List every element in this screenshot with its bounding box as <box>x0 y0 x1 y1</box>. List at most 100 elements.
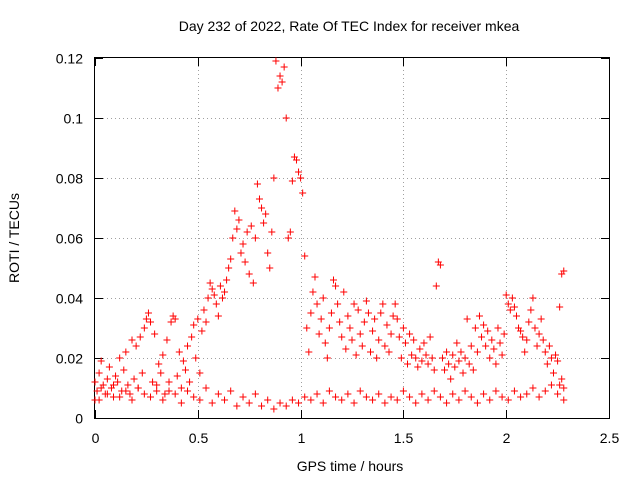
y-tick-label: 0.1 <box>64 111 84 127</box>
data-point <box>391 300 399 308</box>
y-tick-label: 0.04 <box>56 291 83 307</box>
data-point <box>519 333 527 341</box>
data-point <box>418 390 426 398</box>
data-point <box>218 294 226 302</box>
data-point <box>552 351 560 359</box>
data-point <box>360 318 368 326</box>
data-point <box>364 309 372 317</box>
data-point <box>560 396 568 404</box>
data-point <box>475 312 483 320</box>
data-point <box>173 372 181 380</box>
data-point <box>449 351 457 359</box>
data-point <box>91 378 99 386</box>
data-point <box>233 402 241 410</box>
data-point <box>492 387 500 395</box>
gridlines <box>95 58 609 418</box>
data-point <box>473 399 481 407</box>
data-point <box>208 399 216 407</box>
data-point <box>443 348 451 356</box>
data-point <box>362 393 370 401</box>
data-point <box>373 354 381 362</box>
data-point <box>278 78 286 86</box>
data-point <box>268 228 276 236</box>
data-point <box>424 360 432 368</box>
data-point <box>110 381 118 389</box>
data-point <box>486 396 494 404</box>
data-point <box>342 345 350 353</box>
data-point <box>264 249 272 257</box>
data-point <box>93 387 101 395</box>
data-point <box>188 333 196 341</box>
data-point <box>307 309 315 317</box>
data-point <box>239 240 247 248</box>
data-point <box>371 315 379 323</box>
data-point <box>377 309 385 317</box>
data-point <box>484 327 492 335</box>
data-point <box>210 291 218 299</box>
data-point <box>235 216 243 224</box>
data-point <box>245 270 253 278</box>
data-point <box>105 363 113 371</box>
data-point <box>412 399 420 407</box>
data-point <box>214 312 222 320</box>
data-point <box>416 345 424 353</box>
data-point <box>375 390 383 398</box>
data-point <box>340 288 348 296</box>
data-point <box>237 249 245 257</box>
data-point <box>537 315 545 323</box>
data-point <box>356 330 364 338</box>
data-point <box>344 312 352 320</box>
data-point <box>558 375 566 383</box>
data-point <box>393 396 401 404</box>
data-point <box>408 351 416 359</box>
data-point <box>103 390 111 398</box>
data-point <box>282 114 290 122</box>
data-point <box>412 354 420 362</box>
data-point <box>221 288 229 296</box>
data-point <box>480 390 488 398</box>
data-point <box>239 393 247 401</box>
data-point <box>531 324 539 332</box>
data-point <box>504 300 512 308</box>
data-point <box>309 288 317 296</box>
data-point <box>560 384 568 392</box>
data-point <box>147 393 155 401</box>
data-point <box>231 207 239 215</box>
data-point <box>418 357 426 365</box>
data-point <box>449 390 457 398</box>
data-point <box>95 369 103 377</box>
data-point <box>395 333 403 341</box>
data-point <box>424 396 432 404</box>
data-point <box>295 168 303 176</box>
data-point <box>430 387 438 395</box>
data-point <box>204 294 212 302</box>
data-point <box>97 357 105 365</box>
data-point <box>284 234 292 242</box>
data-point <box>547 354 555 362</box>
data-point <box>327 309 335 317</box>
data-point <box>315 330 323 338</box>
data-point <box>461 387 469 395</box>
data-point <box>142 315 150 323</box>
x-tick-label: 1.5 <box>394 430 414 446</box>
data-point <box>496 339 504 347</box>
data-point <box>295 399 303 407</box>
data-point <box>399 324 407 332</box>
data-point <box>270 405 278 413</box>
y-tick-label: 0.02 <box>56 351 83 367</box>
data-point <box>247 222 255 230</box>
data-point <box>190 321 198 329</box>
data-point <box>338 333 346 341</box>
data-point <box>307 396 315 404</box>
data-point <box>216 282 224 290</box>
data-point <box>208 285 216 293</box>
data-point <box>556 303 564 311</box>
data-point <box>473 348 481 356</box>
data-point <box>202 384 210 392</box>
data-point <box>455 396 463 404</box>
data-point <box>461 354 469 362</box>
data-point <box>155 360 163 368</box>
data-point <box>471 324 479 332</box>
data-point <box>510 387 518 395</box>
data-point <box>163 336 171 344</box>
